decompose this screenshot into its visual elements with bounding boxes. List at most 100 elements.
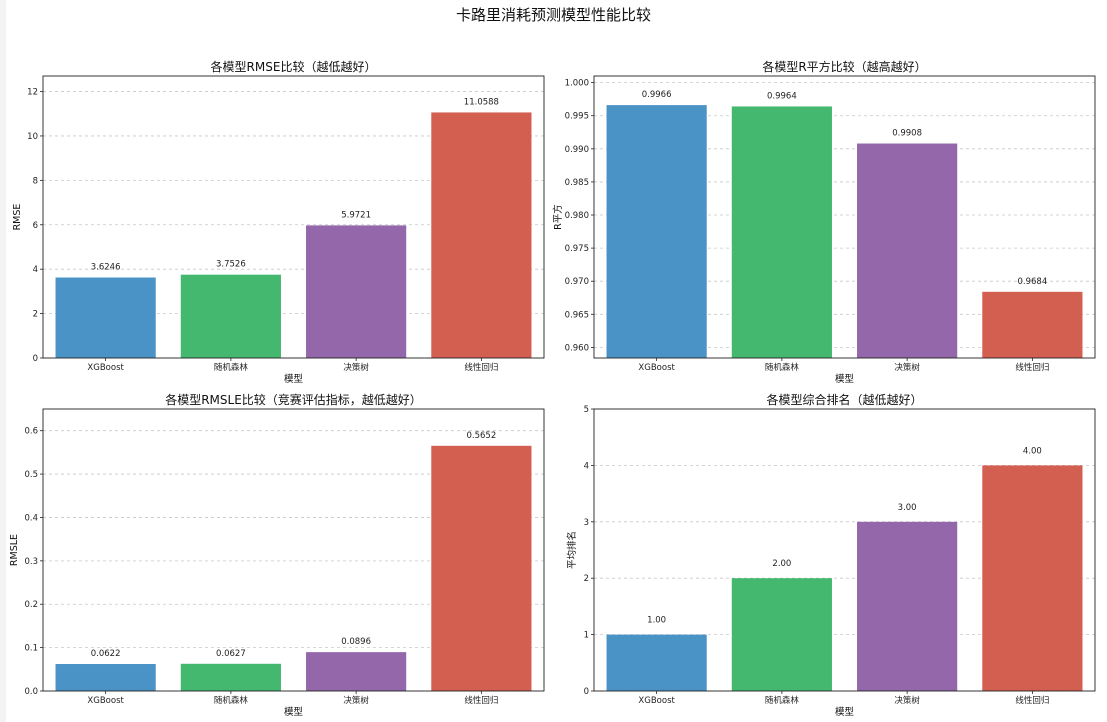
- y-tick-label: 0.3: [24, 557, 38, 567]
- x-tick-label: 随机森林: [765, 362, 800, 373]
- x-tick-label: 线性回归: [464, 362, 498, 373]
- x-tick-label: 决策树: [894, 362, 920, 373]
- chart-panel-2: 0.960 0.965 0.970 0.975 0.980 0.985 0.990 0.995…: [552, 59, 1096, 385]
- plot-frame: [42, 408, 545, 692]
- y-tick-label: 0: [584, 687, 589, 697]
- plot-frame: [593, 75, 1096, 359]
- y-tick-label: 0.975: [565, 244, 589, 254]
- y-tick-label: 0.960: [565, 343, 589, 353]
- y-tick-label: 0.985: [565, 178, 589, 188]
- data-label: 0.0627: [216, 649, 246, 659]
- x-tick-label: 决策树: [343, 362, 369, 373]
- y-tick-label: 4: [584, 461, 589, 471]
- x-axis-label: 模型: [284, 706, 304, 718]
- x-tick-label: 随机森林: [214, 362, 249, 373]
- bar-1: [606, 105, 707, 358]
- chart-panel-4: 0 1 2 3 4 5 XGBoost 随机森林 决策树 线性回归 1.00 2.00 3.00 4.00…: [566, 392, 1096, 718]
- y-tick-label: 5: [584, 405, 589, 415]
- x-tick-label: 决策树: [343, 695, 369, 706]
- y-axis-label: RMSE: [12, 204, 23, 231]
- x-tick-label: 随机森林: [765, 695, 800, 706]
- bar-3: [857, 521, 958, 691]
- y-tick-label: 1.000: [565, 79, 589, 89]
- x-tick-label: XGBoost: [87, 363, 124, 373]
- y-tick-label: 4: [33, 265, 38, 275]
- plot-frame: [593, 408, 1096, 692]
- data-label: 0.9966: [642, 90, 672, 100]
- figure-title: 卡路里消耗预测模型性能比较: [455, 6, 651, 24]
- data-label: 0.0896: [341, 637, 371, 647]
- y-axis-label: R平方: [552, 204, 564, 230]
- data-label: 5.9721: [341, 210, 371, 220]
- y-tick-label: 0.1: [24, 644, 38, 654]
- y-tick-label: 0.995: [565, 112, 589, 122]
- chart-title: 各模型RMSE比较（越低越好）: [211, 59, 377, 74]
- data-label: 0.5652: [467, 431, 497, 441]
- bar-2: [731, 578, 832, 691]
- x-tick-label: 线性回归: [1015, 695, 1049, 706]
- chart-title: 各模型RMSLE比较（竞赛评估指标，越低越好）: [165, 392, 422, 407]
- bar-3: [306, 225, 407, 358]
- y-tick-label: 0.980: [565, 211, 589, 221]
- bar-2: [180, 274, 281, 358]
- bar-4: [431, 445, 532, 691]
- x-tick-label: 线性回归: [464, 695, 498, 706]
- bar-3: [857, 143, 958, 358]
- y-tick-label: 0.4: [24, 513, 38, 523]
- bar-4: [982, 291, 1083, 358]
- bar-1: [55, 277, 156, 358]
- y-tick-label: 0.965: [565, 310, 589, 320]
- chart-title: 各模型R平方比较（越高越好）: [762, 59, 926, 74]
- data-label: 3.7526: [216, 260, 246, 270]
- data-label: 3.6246: [91, 263, 121, 273]
- data-label: 0.9908: [892, 129, 922, 139]
- chart-panel-3: 0.0 0.1 0.2 0.3 0.4 0.5 0.6 XGBoost 随机森林 决策树 线性回归 0…: [9, 392, 545, 718]
- y-tick-label: 8: [33, 176, 38, 186]
- data-label: 3.00: [898, 503, 917, 513]
- y-tick-label: 0.0: [24, 687, 38, 697]
- plot-frame: [42, 75, 545, 359]
- chart-title: 各模型综合排名（越低越好）: [766, 392, 922, 407]
- y-tick-label: 2: [584, 574, 589, 584]
- x-axis-label: 模型: [835, 706, 855, 718]
- data-label: 11.0588: [464, 97, 499, 107]
- bar-1: [55, 664, 156, 691]
- chart-panel-1: 0 2 4 6 8 10 12 XGBoost 随机森林 决策树 线性回归 3.6246 3.7526 5…: [12, 59, 545, 385]
- y-tick-label: 1: [584, 631, 589, 641]
- y-tick-label: 2: [33, 310, 38, 320]
- x-axis-label: 模型: [284, 373, 304, 385]
- y-tick-label: 0.6: [24, 427, 38, 437]
- x-tick-label: 决策树: [894, 695, 920, 706]
- bar-2: [180, 663, 281, 691]
- x-tick-label: 随机森林: [214, 695, 249, 706]
- data-label: 0.9684: [1018, 277, 1048, 287]
- bar-2: [731, 106, 832, 358]
- bar-4: [982, 465, 1083, 691]
- x-axis-label: 模型: [835, 373, 855, 385]
- x-tick-label: 线性回归: [1015, 362, 1049, 373]
- left-edge-strip: [0, 0, 6, 722]
- data-label: 0.0622: [91, 649, 121, 659]
- y-tick-label: 10: [27, 132, 38, 142]
- x-tick-label: XGBoost: [638, 363, 675, 373]
- y-tick-label: 0: [33, 354, 38, 364]
- y-axis-label: RMSLE: [9, 534, 20, 566]
- bar-4: [431, 112, 532, 359]
- y-tick-label: 12: [27, 88, 38, 98]
- data-label: 0.9964: [767, 91, 797, 101]
- bar-1: [606, 634, 707, 691]
- y-tick-label: 0.5: [24, 470, 38, 480]
- bar-3: [306, 652, 407, 691]
- data-label: 1.00: [647, 616, 666, 626]
- x-tick-label: XGBoost: [87, 696, 124, 706]
- y-tick-label: 3: [584, 518, 589, 528]
- data-label: 4.00: [1023, 446, 1042, 456]
- y-tick-label: 0.2: [24, 600, 38, 610]
- y-tick-label: 0.970: [565, 277, 589, 287]
- y-axis-label: 平均排名: [566, 531, 578, 569]
- y-tick-label: 0.990: [565, 145, 589, 155]
- y-tick-label: 6: [33, 221, 38, 231]
- data-label: 2.00: [772, 559, 791, 569]
- x-tick-label: XGBoost: [638, 696, 675, 706]
